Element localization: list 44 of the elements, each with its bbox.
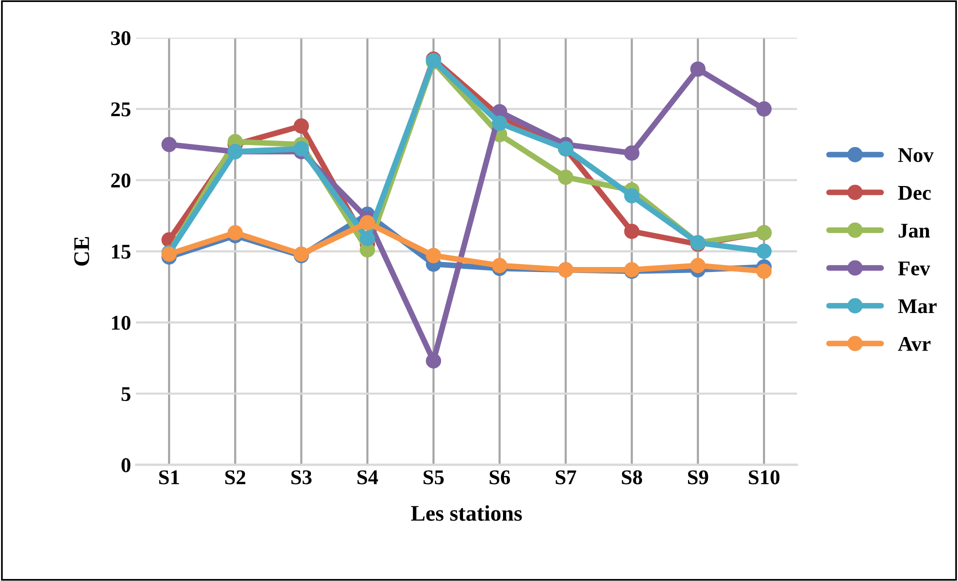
point [228,225,243,240]
x-tick-label: S3 [291,470,312,484]
y-tick-label: 25 [111,102,130,116]
x-tick-label: S8 [622,470,642,484]
y-tick-label: 10 [112,316,130,330]
point [624,224,640,239]
x-tick-label: S5 [424,470,444,484]
x-tick-label: S7 [556,470,576,484]
point [492,116,508,131]
legend-label: Jan [898,224,930,238]
legend-label: Avr [898,337,930,351]
y-tick-label: 5 [122,387,130,402]
point [294,118,309,134]
point [294,141,309,156]
point [756,264,772,279]
x-tick-label: S6 [490,470,510,484]
y-tick-label: 20 [111,173,130,188]
point [624,145,640,161]
x-tick-label: S10 [748,470,780,484]
point [161,136,177,152]
y-tick-label: 0 [122,458,130,472]
point [756,244,772,259]
x-tick-label: S9 [688,470,708,484]
point [360,230,376,246]
y-axis-title: CE [74,236,90,266]
x-axis-title: Les stations [411,505,522,521]
point [492,258,508,274]
point [690,258,706,274]
x-tick-label: S1 [159,470,180,484]
x-tick-label: S2 [225,470,246,484]
x-tick-label: S4 [358,470,378,484]
y-tick-label: 30 [111,31,130,46]
point [558,170,574,185]
point [360,215,376,230]
legend-label: Nov [898,148,934,162]
point [426,248,442,264]
point [756,101,772,117]
point [426,353,442,369]
legend-label: Dec [898,186,931,200]
point [624,188,640,204]
legend-label: Mar [898,299,937,314]
legend-label: Fev [898,262,930,276]
y-tick-label: 15 [112,244,130,259]
point [690,61,706,77]
